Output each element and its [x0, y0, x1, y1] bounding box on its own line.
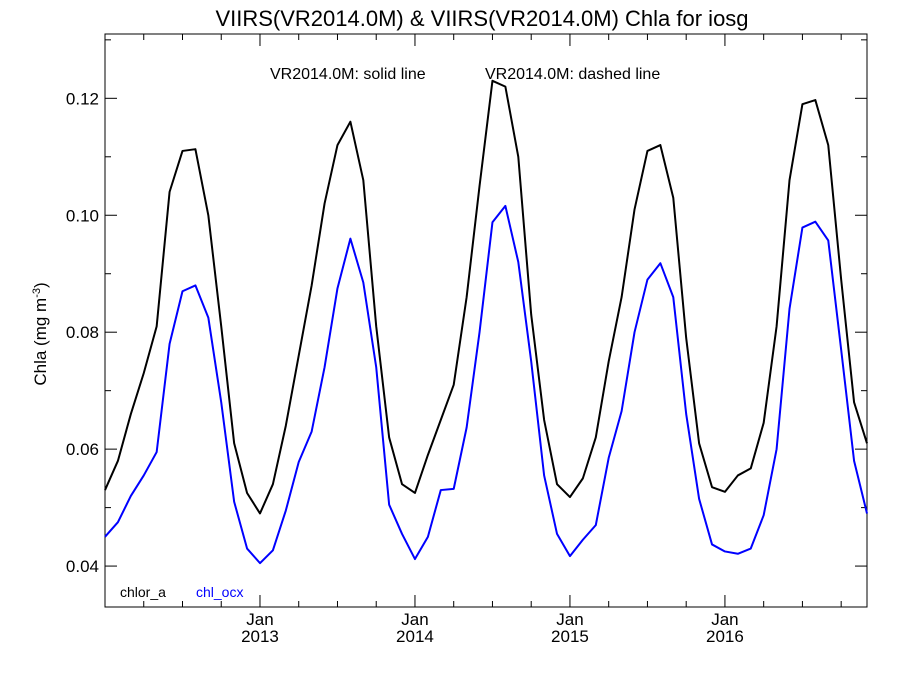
- x-tick-label-year: 2016: [706, 627, 744, 646]
- x-tick-label-month: Jan: [711, 610, 738, 629]
- x-tick-label-year: 2013: [241, 627, 279, 646]
- x-tick-label-year: 2014: [396, 627, 434, 646]
- subtitle-dashed: VR2014.0M: dashed line: [485, 66, 660, 83]
- series-layer: [104, 79, 868, 565]
- legend-entry-chlor-a: chlor_a: [120, 584, 166, 600]
- x-tick-label-month: Jan: [556, 610, 583, 629]
- svg-text:Chla (mg m-3): Chla (mg m-3): [31, 282, 50, 385]
- legend-entry-chl-ocx: chl_ocx: [196, 584, 243, 600]
- y-axis-label: Chla (mg m-3): [31, 282, 50, 385]
- y-tick-label: 0.12: [66, 89, 99, 108]
- y-tick-label: 0.08: [66, 323, 99, 342]
- x-tick-label-month: Jan: [246, 610, 273, 629]
- x-tick-label-year: 2015: [551, 627, 589, 646]
- series-line-chlor-a: [104, 79, 868, 515]
- legend: chlor_a chl_ocx: [120, 584, 243, 600]
- y-tick-label: 0.10: [66, 206, 99, 225]
- series-line-chl-ocx: [104, 204, 868, 565]
- x-tick-label-month: Jan: [401, 610, 428, 629]
- chart-title: VIIRS(VR2014.0M) & VIIRS(VR2014.0M) Chla…: [215, 6, 748, 31]
- subtitle-solid: VR2014.0M: solid line: [270, 66, 426, 83]
- y-axis-label-sup: -3: [31, 288, 43, 298]
- y-tick-label: 0.04: [66, 557, 99, 576]
- plot-frame: [104, 33, 868, 608]
- y-tick-label: 0.06: [66, 440, 99, 459]
- y-axis-label-close: ): [31, 282, 50, 288]
- y-axis-label-main: Chla (mg m: [31, 298, 50, 386]
- axis-ticks: 0.040.060.080.100.12Jan2013Jan2014Jan201…: [66, 34, 867, 646]
